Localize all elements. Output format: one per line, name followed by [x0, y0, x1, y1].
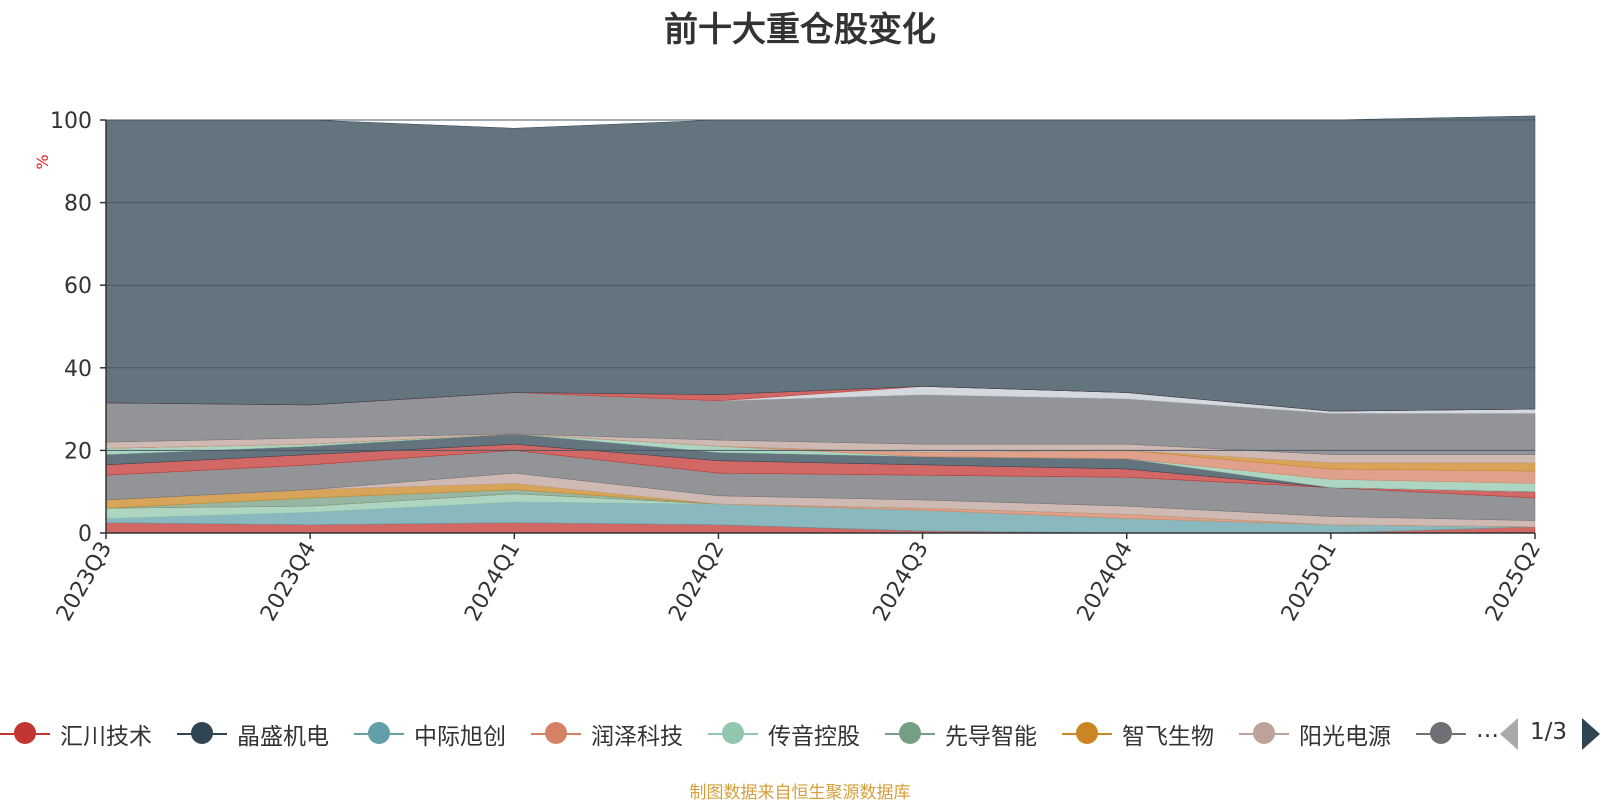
legend-marker-icon [14, 722, 36, 744]
legend-item[interactable]: 先导智能 [885, 712, 1058, 752]
source-note: 制图数据来自恒生聚源数据库 [689, 783, 911, 803]
y-tick-label: 100 [50, 109, 92, 134]
legend-item[interactable]: 中际旭创 [354, 712, 527, 752]
chart-plot: 0 20 40 60 80 100 2023Q3 2023Q4 2024Q1 2024Q2 2024… [33, 109, 1546, 626]
legend-label: 传音控股 [768, 724, 860, 750]
chart-title: 前十大重仓股变化 [664, 10, 936, 50]
x-tick-label: 2024Q3 [868, 538, 933, 626]
legend-label: 润泽科技 [591, 724, 683, 750]
legend-marker-icon [899, 722, 921, 744]
area-series-group [105, 115, 1536, 534]
legend-item[interactable]: 传音控股 [708, 712, 881, 752]
legend-item[interactable]: 智飞生物 [1062, 712, 1235, 752]
area-series [105, 115, 1536, 412]
x-tick-label: 2025Q2 [1481, 538, 1546, 626]
x-tick-label: 2024Q2 [664, 538, 729, 626]
legend-item[interactable]: 润泽科技 [531, 712, 704, 752]
legend-marker-icon [545, 722, 567, 744]
legend-item[interactable]: … [1416, 712, 1589, 752]
legend-label: 智飞生物 [1122, 724, 1214, 750]
legend-next-page-icon[interactable] [1582, 718, 1600, 750]
legend-marker-icon [722, 722, 744, 744]
legend-page-indicator: 1/3 [1530, 719, 1568, 745]
y-tick-label: 20 [64, 439, 92, 464]
legend-marker-icon [1430, 722, 1452, 744]
y-axis-label: % [33, 154, 52, 169]
legend-label: 汇川技术 [60, 724, 152, 750]
x-tick-label: 2024Q4 [1073, 538, 1138, 626]
legend-label: 中际旭创 [414, 724, 506, 750]
legend: 汇川技术 晶盛机电 中际旭创 润泽科技 传音控股 先导智能 智飞生物 阳光电源 … [0, 712, 1600, 752]
legend-marker-icon [191, 722, 213, 744]
legend-marker-icon [1076, 722, 1098, 744]
y-tick-label: 60 [64, 274, 92, 299]
x-tick-label: 2023Q3 [52, 538, 117, 626]
x-tick-label: 2025Q1 [1277, 538, 1342, 626]
x-tick-label: 2024Q1 [460, 538, 525, 626]
y-tick-label: 0 [78, 522, 92, 547]
legend-item[interactable]: 汇川技术 [0, 712, 173, 752]
legend-label: 先导智能 [945, 724, 1037, 750]
y-tick-label: 80 [64, 192, 92, 217]
legend-marker-icon [368, 722, 390, 744]
legend-item[interactable]: 阳光电源 [1239, 712, 1412, 752]
legend-item[interactable]: 晶盛机电 [177, 712, 350, 752]
legend-label: 晶盛机电 [237, 724, 329, 750]
legend-prev-page-icon[interactable] [1500, 718, 1518, 750]
legend-label: 阳光电源 [1299, 724, 1391, 750]
y-tick-label: 40 [64, 357, 92, 382]
legend-marker-icon [1253, 722, 1275, 744]
x-tick-label: 2023Q4 [256, 538, 321, 626]
gridlines [106, 119, 1535, 451]
legend-label: … [1476, 717, 1499, 743]
